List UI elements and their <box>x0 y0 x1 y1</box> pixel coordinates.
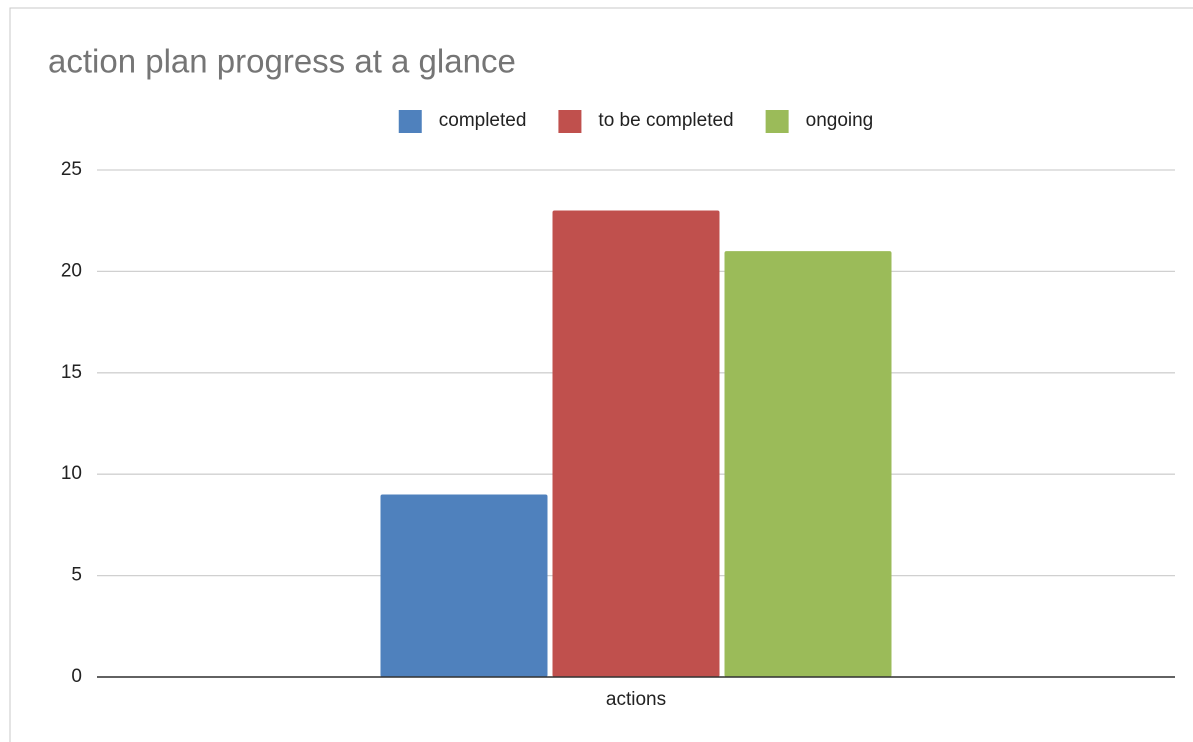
legend-label: completed <box>439 110 527 131</box>
y-tick-label: 15 <box>61 362 82 383</box>
legend-swatch <box>398 110 422 133</box>
legend-swatch <box>558 110 582 133</box>
bar <box>724 251 892 677</box>
y-tick-label: 20 <box>61 260 82 281</box>
legend-label: ongoing <box>806 110 874 131</box>
y-tick-label: 25 <box>61 159 82 180</box>
y-tick-label: 10 <box>61 463 82 484</box>
y-tick-label: 0 <box>71 666 82 687</box>
x-tick-label: actions <box>606 689 666 710</box>
bar <box>552 210 720 677</box>
legend-label: to be completed <box>598 110 733 131</box>
legend-swatch <box>765 110 789 133</box>
chart-title: action plan progress at a glance <box>48 43 516 80</box>
y-tick-label: 5 <box>71 565 82 586</box>
bar <box>380 494 548 677</box>
